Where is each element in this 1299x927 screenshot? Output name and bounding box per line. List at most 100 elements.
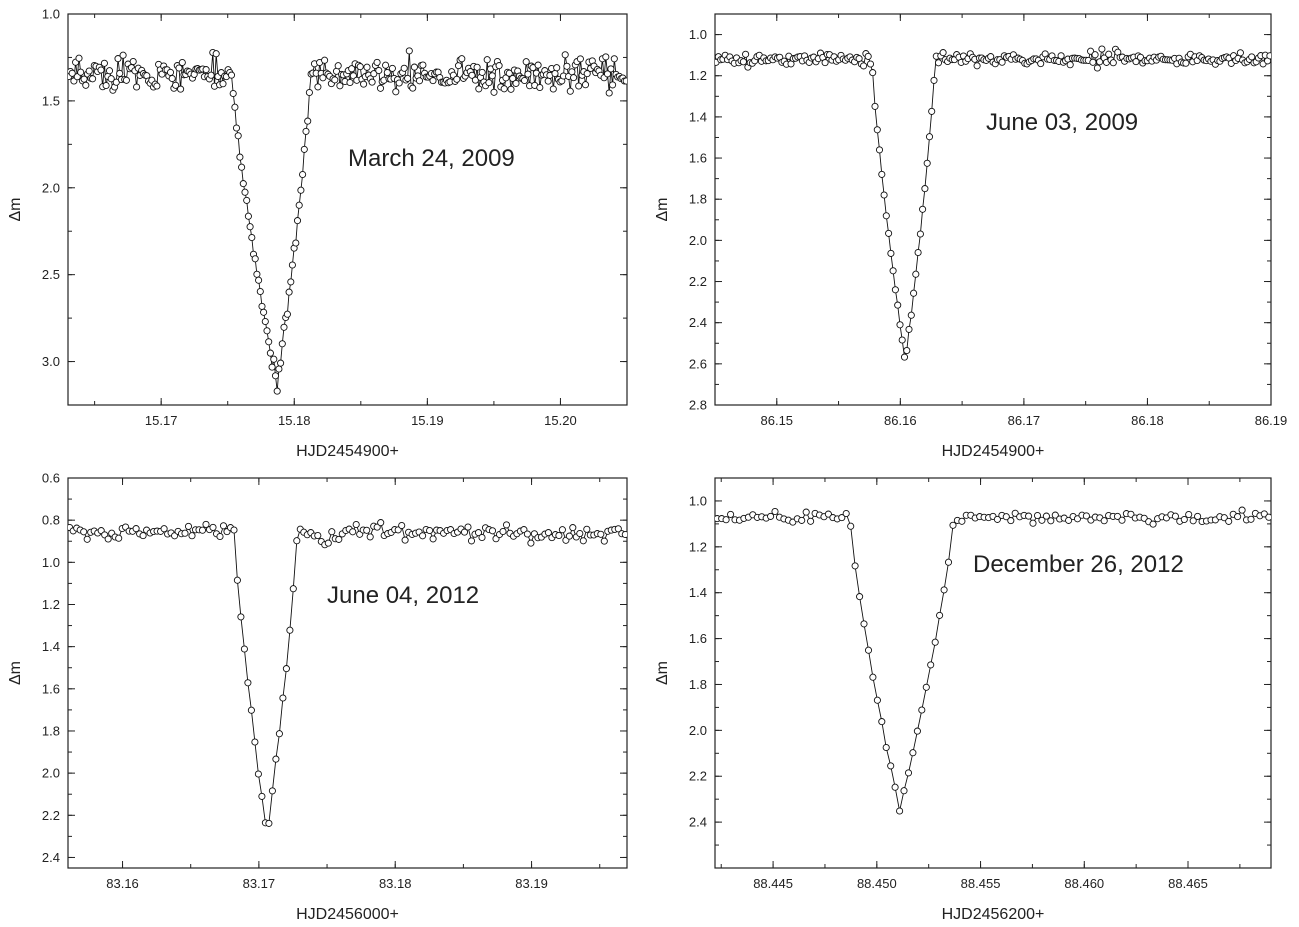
data-point: [107, 75, 115, 83]
data-point: [520, 76, 529, 85]
y-axis-title: Δm: [7, 197, 24, 221]
data-point: [485, 79, 493, 87]
plot-frame: [67, 477, 628, 869]
data-point: [1025, 512, 1033, 520]
data-point: [488, 527, 497, 535]
x-tick-label: 83.17: [243, 876, 276, 891]
data-point: [260, 308, 268, 316]
data-point: [335, 535, 343, 543]
data-point: [247, 706, 255, 714]
data-point: [473, 63, 481, 71]
data-point: [248, 233, 256, 242]
data-point: [279, 694, 287, 702]
data-point: [82, 81, 90, 89]
data-point: [133, 83, 141, 91]
data-point: [139, 532, 147, 540]
y-tick-label: 1.4: [689, 109, 707, 124]
data-point: [366, 533, 374, 541]
y-axis-title: Δm: [7, 661, 24, 685]
data-point: [468, 71, 476, 79]
data-point: [522, 58, 530, 66]
y-tick-label: 1.0: [689, 493, 707, 508]
data-point: [1057, 52, 1065, 60]
data-point: [258, 792, 266, 800]
data-point: [426, 526, 434, 535]
x-axis-title: HJD2456000+: [296, 906, 399, 923]
data-point: [1105, 50, 1113, 58]
data-point: [410, 63, 418, 71]
y-tick-label: 1.2: [689, 539, 707, 554]
data-point: [851, 562, 859, 570]
data-point: [905, 325, 913, 333]
data-point: [907, 311, 915, 319]
y-tick-label: 1.8: [689, 192, 707, 207]
data-point: [568, 68, 576, 76]
data-point: [334, 62, 342, 70]
date-annotation: June 04, 2012: [327, 582, 479, 609]
data-point: [1247, 515, 1255, 523]
data-point: [928, 107, 936, 115]
data-point: [324, 539, 332, 547]
y-tick-label: 2.0: [689, 723, 707, 738]
data-series: [68, 519, 627, 827]
data-point: [622, 77, 627, 85]
data-point: [771, 507, 779, 516]
data-point: [258, 302, 266, 310]
data-point: [490, 88, 498, 96]
data-point: [289, 585, 297, 593]
data-point: [80, 528, 88, 536]
data-point: [856, 593, 864, 601]
x-tick-label: 88.455: [961, 876, 1001, 891]
data-point: [168, 74, 176, 83]
data-point: [77, 68, 85, 76]
data-point: [609, 81, 617, 89]
series-line: [69, 521, 626, 824]
data-point: [219, 522, 228, 530]
x-tick-label: 86.19: [1255, 413, 1288, 428]
data-point: [175, 64, 183, 72]
data-point: [912, 270, 920, 278]
data-point: [583, 525, 591, 533]
data-point: [798, 516, 806, 524]
data-point: [1089, 58, 1097, 66]
data-point: [579, 537, 587, 545]
data-point: [231, 103, 239, 111]
data-point: [583, 70, 591, 78]
date-annotation: December 26, 2012: [973, 551, 1184, 578]
x-tick-label: 15.19: [411, 413, 444, 428]
data-point: [565, 532, 573, 540]
data-point: [348, 65, 356, 73]
data-point: [1127, 510, 1135, 518]
data-point: [129, 57, 137, 66]
data-point: [184, 522, 193, 530]
data-point: [1007, 517, 1015, 525]
series-line: [715, 48, 1271, 358]
y-tick-label: 1.4: [689, 585, 707, 600]
data-point: [939, 49, 947, 57]
data-point: [275, 365, 283, 373]
data-point: [68, 69, 76, 77]
data-point: [927, 661, 935, 669]
y-tick-label: 2.0: [689, 233, 707, 248]
data-point: [1091, 51, 1099, 59]
data-point: [614, 525, 622, 533]
data-point: [575, 82, 583, 90]
data-point: [1118, 516, 1126, 524]
data-point: [1038, 516, 1046, 524]
data-point: [458, 55, 466, 63]
y-tick-label: 2.0: [42, 180, 60, 195]
data-point: [998, 58, 1006, 66]
data-point: [271, 372, 280, 380]
data-point: [254, 770, 262, 778]
data-point: [415, 77, 424, 85]
data-point: [268, 363, 276, 371]
data-point: [524, 70, 532, 78]
data-point: [1225, 517, 1233, 525]
data-point: [502, 521, 511, 529]
x-tick-label: 83.19: [515, 876, 548, 891]
data-point: [894, 301, 902, 309]
data-point: [600, 537, 608, 545]
data-point: [923, 159, 931, 167]
y-tick-label: 2.8: [689, 398, 707, 413]
